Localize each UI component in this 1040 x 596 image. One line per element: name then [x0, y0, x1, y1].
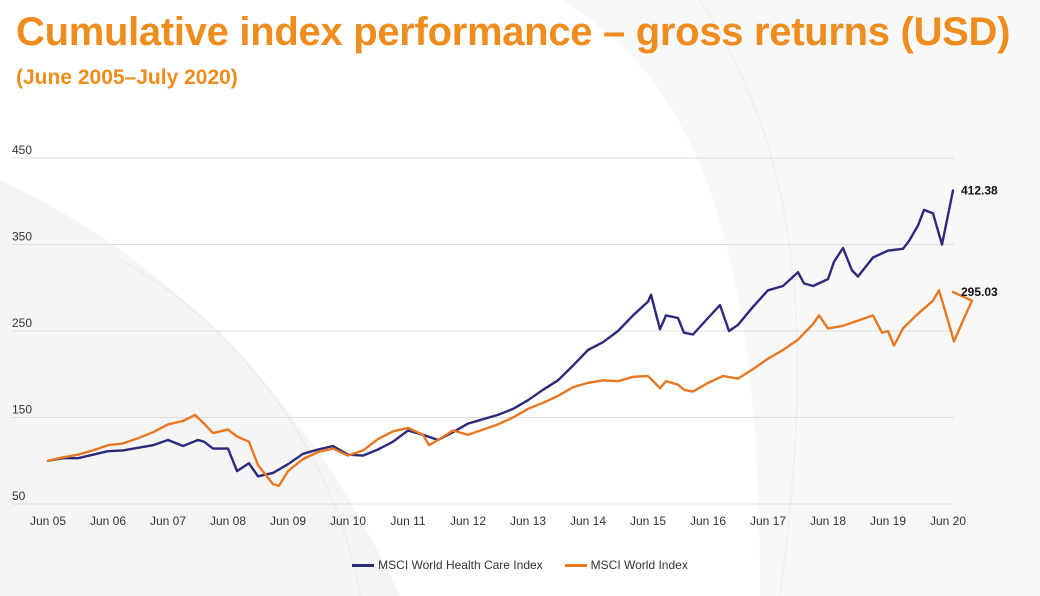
- y-tick-label: 350: [12, 230, 32, 244]
- x-tick-label: Jun 09: [270, 514, 306, 528]
- x-tick-label: Jun 16: [690, 514, 726, 528]
- x-tick-label: Jun 05: [30, 514, 66, 528]
- legend-label-health-care: MSCI World Health Care Index: [378, 558, 543, 572]
- y-tick-label: 50: [12, 489, 26, 503]
- chart-legend: MSCI World Health Care Index MSCI World …: [0, 558, 1040, 572]
- grid-layer: [12, 157, 954, 505]
- x-tick-label: Jun 11: [390, 514, 425, 528]
- x-tick-label: Jun 19: [870, 514, 906, 528]
- y-tick-label: 250: [12, 316, 32, 330]
- x-tick-label: Jun 15: [630, 514, 666, 528]
- x-tick-label: Jun 07: [150, 514, 186, 528]
- series-line-world: [46, 289, 974, 487]
- x-tick-label: Jun 14: [570, 514, 606, 528]
- legend-swatch-world: [564, 563, 587, 567]
- x-tick-label: Jun 17: [750, 514, 786, 528]
- legend-swatch-health-care: [352, 563, 375, 567]
- end-value-label-health-care: 412.38: [961, 184, 998, 198]
- end-value-label-world: 295.03: [961, 285, 998, 299]
- x-tick-label: Jun 18: [810, 514, 846, 528]
- y-tick-label: 450: [12, 143, 32, 157]
- page-title: Cumulative index performance – gross ret…: [16, 10, 1011, 54]
- end-labels: 412.38 295.03: [961, 184, 998, 300]
- legend-label-world: MSCI World Index: [590, 558, 688, 572]
- x-tick-label: Jun 08: [210, 514, 246, 528]
- legend-item-world[interactable]: MSCI World Index: [564, 558, 688, 572]
- x-tick-label: Jun 10: [330, 514, 366, 528]
- x-tick-label: Jun 12: [450, 514, 486, 528]
- series-layer: [46, 189, 974, 487]
- legend-item-health-care[interactable]: MSCI World Health Care Index: [352, 558, 543, 572]
- y-axis-ticks: 50 150 250 350 450: [12, 143, 32, 503]
- page-subtitle: (June 2005–July 2020): [16, 66, 238, 89]
- series-line-health-care: [46, 189, 955, 478]
- y-tick-label: 150: [12, 403, 32, 417]
- x-axis-ticks: Jun 05 Jun 06 Jun 07 Jun 08 Jun 09 Jun 10 Jun …: [30, 514, 966, 528]
- x-tick-label: Jun 06: [90, 514, 126, 528]
- x-tick-label: Jun 20: [930, 514, 966, 528]
- x-tick-label: Jun 13: [510, 514, 546, 528]
